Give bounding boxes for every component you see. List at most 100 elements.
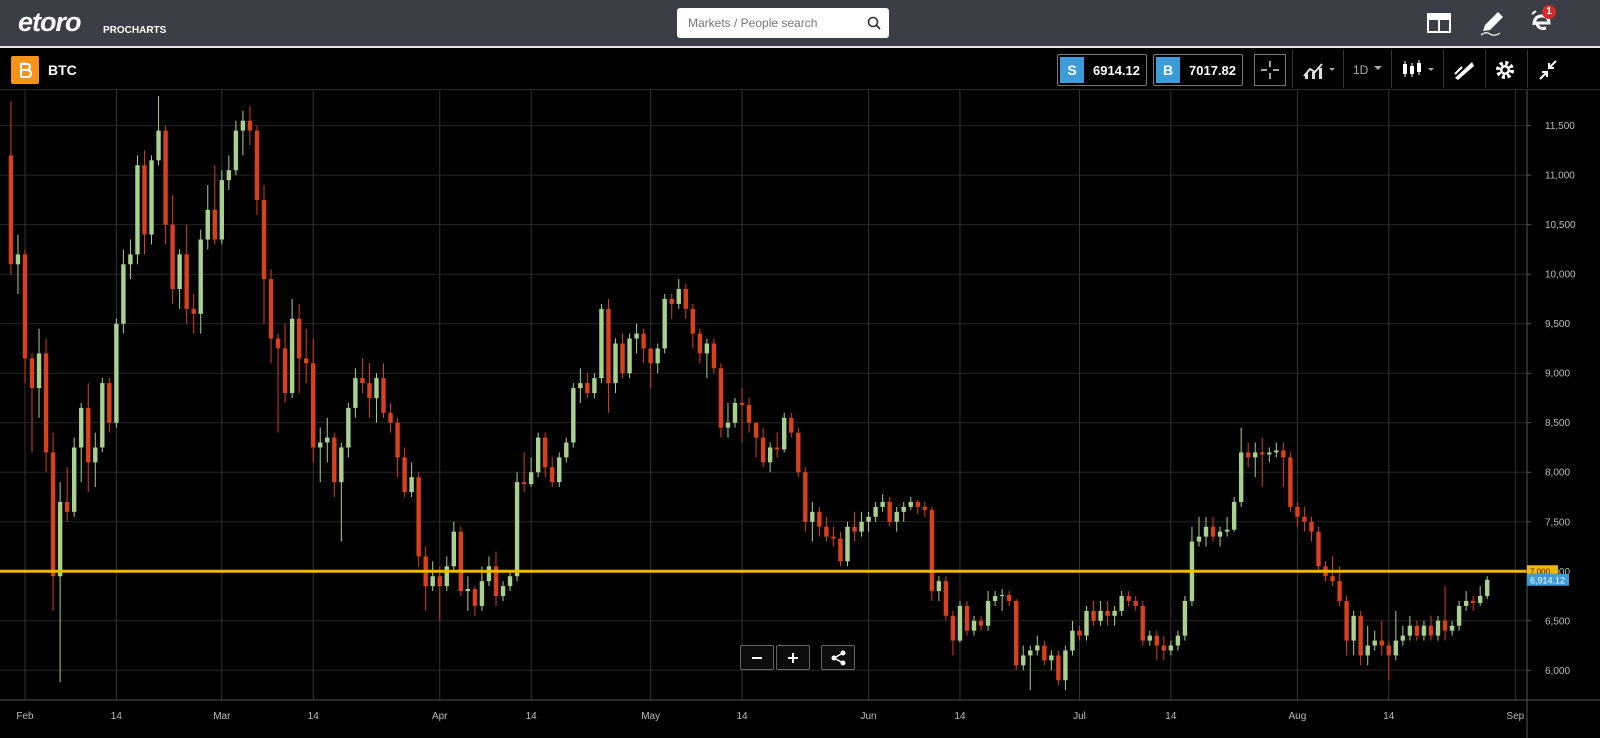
- candle-body: [1140, 605, 1145, 641]
- candle-body: [669, 298, 674, 304]
- candles: [0, 95, 1527, 691]
- candle-body: [1470, 600, 1476, 603]
- logo-subtitle: PROCHARTS: [103, 25, 167, 36]
- candle-body: [1063, 650, 1068, 681]
- candle-body: [929, 509, 935, 592]
- candle-body: [627, 338, 632, 374]
- share-button[interactable]: [821, 645, 855, 670]
- search-box[interactable]: Markets / People search: [677, 8, 889, 38]
- candle-body: [704, 343, 710, 354]
- settings-button[interactable]: [1493, 54, 1517, 86]
- candle-body: [332, 437, 337, 483]
- candle-body: [782, 417, 787, 450]
- y-tick-label: 6,500: [1545, 616, 1570, 627]
- last-price-tag: [1527, 573, 1569, 586]
- candle-body: [1210, 526, 1216, 537]
- candle-body: [1077, 630, 1082, 636]
- candle-body: [57, 501, 63, 577]
- profile-button[interactable]: 1: [1528, 5, 1558, 38]
- edit-button[interactable]: [1478, 9, 1506, 37]
- candle-body: [1056, 655, 1061, 681]
- candle-body: [163, 130, 168, 225]
- candle-body: [22, 254, 28, 359]
- candle-body: [374, 378, 379, 398]
- sell-button[interactable]: S 6914.12: [1057, 54, 1147, 86]
- candle-body: [128, 254, 133, 265]
- candle-body: [15, 254, 21, 265]
- candle-body: [1133, 600, 1138, 606]
- candle-body: [100, 383, 105, 448]
- y-tick-label: 11,000: [1545, 171, 1575, 182]
- x-tick-label: 14: [736, 711, 748, 722]
- candle-body: [599, 308, 604, 379]
- candle-body: [388, 412, 393, 423]
- candle-body: [852, 526, 857, 532]
- candle-body: [753, 422, 759, 438]
- candle-body: [964, 605, 970, 631]
- candle-body: [1203, 526, 1209, 537]
- candle-body: [1098, 610, 1103, 621]
- candle-body: [648, 348, 653, 364]
- candle-body: [191, 308, 196, 314]
- candle-body: [803, 472, 808, 522]
- y-tick-label: 10,000: [1545, 270, 1576, 281]
- candle-body: [311, 363, 316, 448]
- x-tick-label: 14: [526, 711, 538, 722]
- candle-body: [1400, 635, 1406, 641]
- top-bar: etoro PROCHARTS Markets / People search …: [0, 0, 1600, 46]
- separator: [1443, 50, 1444, 88]
- separator: [1527, 50, 1528, 88]
- candle-body: [416, 477, 421, 557]
- y-tick-label: 8,000: [1545, 468, 1570, 479]
- separator: [1343, 50, 1344, 88]
- reference-label: 7,000: [1530, 567, 1551, 576]
- candle-body: [29, 358, 35, 389]
- candle-body: [486, 566, 492, 582]
- candle-body: [325, 437, 330, 443]
- candle-body: [901, 506, 906, 512]
- candle-body: [1288, 457, 1293, 507]
- candle-style-button[interactable]: [1399, 54, 1439, 86]
- candle-body: [430, 576, 435, 587]
- logo[interactable]: etoro: [18, 7, 81, 37]
- candle-body: [184, 254, 189, 309]
- candle-body: [444, 566, 449, 587]
- instrument-name[interactable]: BTC: [48, 62, 77, 78]
- x-tick-label: Mar: [213, 711, 231, 722]
- interval-button[interactable]: 1D: [1353, 63, 1369, 77]
- candle-body: [641, 333, 646, 349]
- crosshair-button[interactable]: [1254, 54, 1286, 86]
- x-tick-label: 14: [1165, 711, 1177, 722]
- separator: [1292, 50, 1293, 88]
- candle-body: [170, 224, 175, 290]
- candle-body: [318, 442, 323, 448]
- layout-button[interactable]: [1426, 12, 1452, 34]
- chart-type-button[interactable]: [1300, 54, 1340, 86]
- candle-body: [690, 308, 696, 334]
- candle-body: [1182, 600, 1188, 636]
- zoom-out-button[interactable]: [740, 645, 774, 670]
- candle-body: [1126, 596, 1131, 601]
- candle-body: [451, 531, 457, 567]
- candle-body: [880, 501, 885, 507]
- search-placeholder: Markets / People search: [688, 16, 818, 30]
- candle-body: [542, 437, 548, 468]
- candle-body: [36, 353, 42, 389]
- candle-body: [1463, 600, 1469, 606]
- candle-body: [817, 511, 822, 527]
- drawing-tools-button[interactable]: [1452, 54, 1478, 86]
- candle-body: [1154, 635, 1160, 646]
- zoom-in-button[interactable]: [776, 645, 810, 670]
- x-tick-label: 14: [954, 711, 966, 722]
- candle-body: [1295, 506, 1300, 517]
- sell-price: 6914.12: [1093, 63, 1140, 78]
- buy-button[interactable]: B 7017.82: [1153, 54, 1243, 86]
- candle-body: [149, 160, 154, 235]
- candle-body: [1245, 452, 1251, 458]
- x-tick-label: 14: [1383, 711, 1395, 722]
- instrument-icon: [11, 56, 39, 84]
- collapse-button[interactable]: [1536, 54, 1560, 86]
- candle-body: [1260, 452, 1265, 455]
- candle-body: [732, 402, 738, 423]
- candle-body: [894, 511, 899, 522]
